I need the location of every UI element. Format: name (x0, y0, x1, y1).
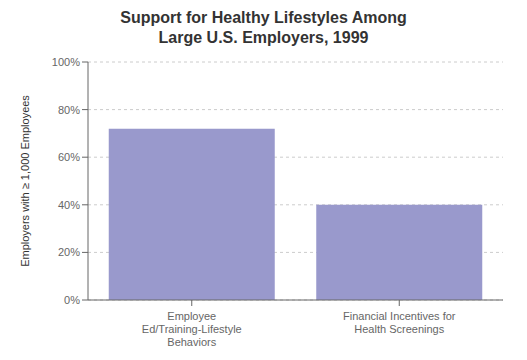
svg-text:20%: 20% (58, 246, 80, 258)
svg-text:60%: 60% (58, 151, 80, 163)
svg-text:40%: 40% (58, 199, 80, 211)
svg-text:100%: 100% (52, 56, 80, 68)
svg-text:Financial Incentives forHealth: Financial Incentives forHealth Screening… (343, 310, 456, 335)
svg-text:Employers with ≥ 1,000 Employe: Employers with ≥ 1,000 Employees (19, 95, 31, 267)
svg-text:80%: 80% (58, 104, 80, 116)
html-text:Support for Healthy Lifestyles: Support for Healthy Lifestyles Among Lar… (120, 9, 407, 46)
svg-text:EmployeeEd/Training-LifestyleB: EmployeeEd/Training-LifestyleBehaviors (142, 310, 242, 348)
svg-text:0%: 0% (64, 294, 80, 306)
